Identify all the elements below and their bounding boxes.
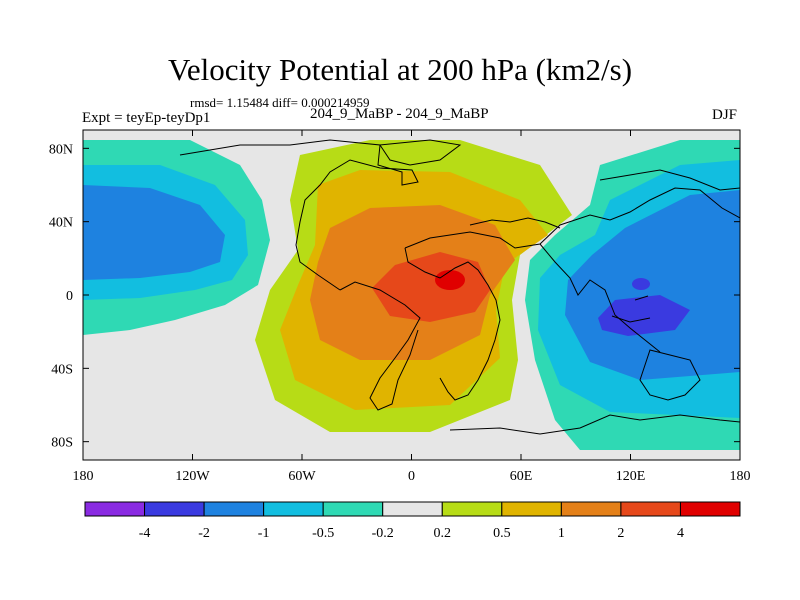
coastline-greenland [379, 139, 462, 166]
contour-neg-right-1 [565, 190, 740, 380]
colorbar-swatch [560, 501, 622, 517]
coastline-antarctica [449, 414, 740, 435]
y-tick-label: 40S [51, 362, 73, 377]
x-tick-label: 120E [616, 469, 646, 484]
x-tick-label: 120W [175, 469, 210, 484]
coastline-east-asia [599, 169, 740, 191]
coastline-north-america [179, 139, 419, 291]
colorbar-swatch [679, 501, 741, 517]
coastline-africa-eurasia [404, 187, 740, 249]
x-tick-label: 60E [510, 469, 533, 484]
colorbar-level-label: -0.2 [372, 526, 394, 541]
coastline-asia-south [539, 243, 661, 353]
colorbar-swatch [84, 501, 146, 517]
contour-neg-right-2a [598, 295, 690, 336]
y-tick-label: 40N [49, 216, 73, 231]
contour-neg-left-1 [83, 185, 225, 280]
colorbar: -4 -2 -1 -0.5 -0.2 0.2 0.5 1 2 4 [84, 501, 741, 541]
colorbar-swatch [501, 501, 562, 517]
contour-field [83, 130, 740, 460]
y-tick-label: 80S [51, 436, 73, 451]
colorbar-level-label: -1 [258, 526, 270, 541]
colorbar-level-label: 2 [617, 526, 624, 541]
colorbar-level-label: 0.2 [434, 526, 452, 541]
colorbar-swatch [620, 501, 681, 517]
y-tick-label: 80N [49, 142, 73, 157]
colorbar-level-label: -4 [139, 526, 151, 541]
colorbar-swatch [263, 501, 324, 517]
colorbar-swatch [203, 501, 265, 517]
colorbar-swatch [382, 501, 443, 517]
season-label: DJF [712, 107, 738, 123]
coastline-south-america [339, 281, 421, 411]
coastline-indonesia [611, 295, 651, 323]
colorbar-swatch [322, 501, 384, 517]
x-axis: 180 120W 60W 0 60E 120E 180 [73, 130, 751, 484]
contour-pos-4 [435, 270, 465, 290]
chart-title: Velocity Potential at 200 hPa (km2/s) [167, 52, 633, 87]
x-tick-label: 180 [730, 469, 751, 484]
colorbar-swatch [441, 501, 503, 517]
colorbar-level-label: -2 [198, 526, 210, 541]
center-label: 204_9_MaBP - 204_9_MaBP [310, 106, 489, 122]
experiment-label: Expt = teyEp-teyDp1 [82, 110, 211, 126]
contour-pos-2 [372, 252, 490, 322]
x-tick-label: 0 [408, 469, 415, 484]
colorbar-swatch [144, 501, 205, 517]
colorbar-level-label: 4 [677, 526, 684, 541]
coastline-europe [469, 217, 561, 229]
x-tick-label: 180 [73, 469, 94, 484]
y-axis: 80N 40N 0 40S 80S [49, 142, 740, 451]
colorbar-level-label: 0.5 [493, 526, 511, 541]
colorbar-level-label: 1 [558, 526, 565, 541]
colorbar-level-label: -0.5 [312, 526, 334, 541]
contour-neg-right-2b [632, 278, 650, 290]
stats-label: rmsd= 1.15484 diff= 0.000214959 [190, 95, 370, 110]
coastline-africa-west [404, 247, 501, 401]
coastline-australia [639, 349, 701, 401]
coastlines [179, 139, 740, 435]
y-tick-label: 0 [66, 289, 73, 304]
x-tick-label: 60W [288, 469, 316, 484]
